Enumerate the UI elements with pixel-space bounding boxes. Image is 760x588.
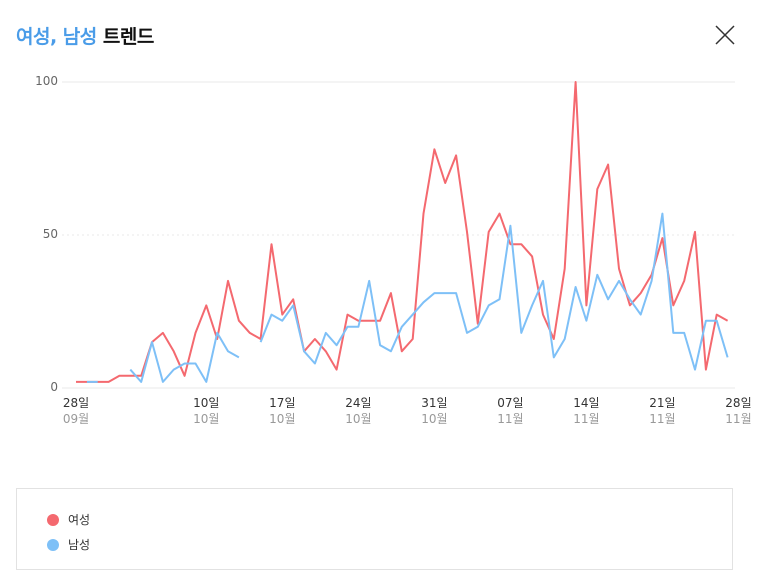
x-tick-label: 31일 10월 [421,396,448,426]
close-button[interactable] [714,24,736,46]
x-tick-label: 24일 10월 [345,396,372,426]
x-tick-label: 28일 09월 [62,396,90,426]
y-tick-label: 0 [50,380,58,394]
legend-label-male: 남성 [68,538,91,552]
y-tick-label: 50 [42,227,58,241]
x-tick-label: 07일 11월 [497,396,524,426]
page-title: 여성, 남성 트렌드 [16,22,154,49]
x-tick-label: 17일 10월 [269,396,296,426]
series-line [76,81,729,383]
line-plot [62,81,735,389]
legend-item-female[interactable]: 여성 [47,511,90,528]
title-rest: 트렌드 [102,26,154,48]
legend-item-male[interactable]: 남성 [47,536,90,553]
legend: 여성 남성 [16,488,733,570]
x-tick-label: 28일 11월 [725,396,752,426]
x-tick-label: 10일 10월 [193,396,220,426]
close-icon [715,25,735,45]
series-line [259,212,729,371]
trend-chart: 0 50 100 28일 09월 10일 10월 17일 10월 24일 10월 31일 10월 07일… [0,60,760,460]
series-line [129,331,240,383]
title-highlight: 여성, 남성 [16,26,97,48]
legend-dot-female [47,513,59,526]
y-tick-label: 100 [35,74,58,88]
legend-dot-male [47,538,59,551]
x-tick-label: 21일 11월 [649,396,676,426]
legend-label-female: 여성 [68,513,91,527]
x-tick-label: 14일 11월 [573,396,600,426]
